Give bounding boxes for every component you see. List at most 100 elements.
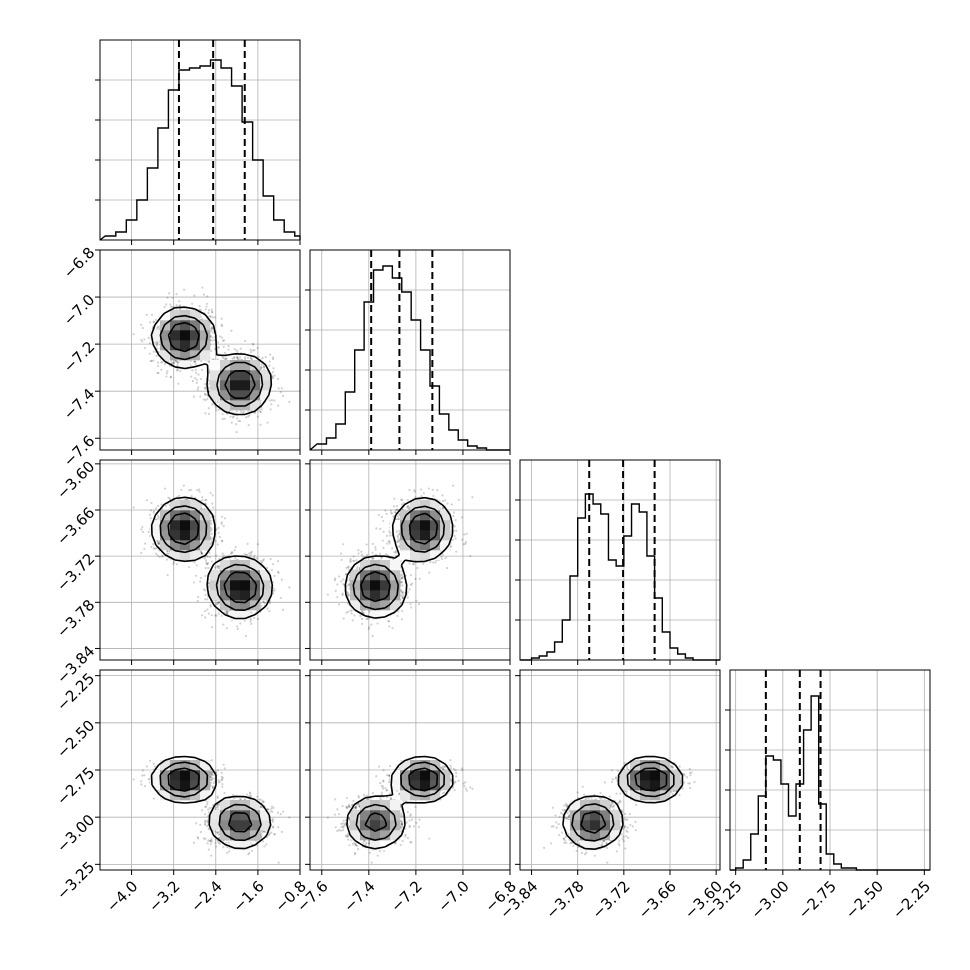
sample-point <box>176 368 180 371</box>
sample-point <box>227 609 230 613</box>
sample-point <box>253 616 256 619</box>
sample-point <box>195 381 198 384</box>
sample-point <box>259 559 263 562</box>
sample-point <box>249 551 253 554</box>
sample-point <box>210 532 214 536</box>
sample-point <box>246 542 249 545</box>
sample-point <box>207 412 211 415</box>
sample-point <box>166 552 169 555</box>
sample-point <box>196 599 199 603</box>
density-cell <box>260 390 271 401</box>
sample-point <box>157 364 160 368</box>
sample-point <box>216 543 219 546</box>
sample-point <box>149 509 153 512</box>
sample-point <box>202 293 206 296</box>
sample-point <box>235 423 238 426</box>
sample-point <box>203 507 206 511</box>
panel-frame <box>99 249 301 451</box>
sample-point <box>193 360 197 363</box>
sample-point <box>190 495 193 498</box>
sample-point <box>210 560 214 563</box>
density-cell <box>260 380 271 391</box>
histogram-3 <box>520 460 720 661</box>
sample-point <box>277 404 280 407</box>
sample-point <box>279 390 282 394</box>
density-cell <box>190 330 201 341</box>
sample-point <box>199 506 203 509</box>
sample-point <box>256 415 259 418</box>
sample-point <box>272 367 275 370</box>
sample-point <box>170 359 173 362</box>
sample-point <box>227 344 230 348</box>
sample-point <box>262 601 265 604</box>
sample-point <box>163 363 167 366</box>
sample-point <box>182 484 185 487</box>
sample-point <box>266 607 269 610</box>
density-cell <box>250 360 261 371</box>
sample-point <box>209 605 212 608</box>
density-cells <box>150 310 271 411</box>
sample-point <box>156 540 159 543</box>
sample-point <box>231 357 234 360</box>
sample-point <box>204 574 207 578</box>
sample-point <box>210 349 213 353</box>
sample-point <box>149 517 152 520</box>
sample-point <box>177 382 180 385</box>
sample-point <box>268 360 271 363</box>
sample-point <box>207 612 210 615</box>
sample-point <box>272 356 275 359</box>
sample-point <box>257 355 260 359</box>
sample-point <box>177 494 181 497</box>
sample-point <box>166 574 169 577</box>
density-cell <box>180 330 191 341</box>
sample-point <box>205 305 208 308</box>
sample-point <box>271 377 275 380</box>
panel-ticks <box>95 79 301 245</box>
sample-point <box>154 318 158 321</box>
sample-point <box>210 626 214 629</box>
sample-point <box>217 531 220 535</box>
sample-point <box>199 550 203 553</box>
sample-point <box>176 361 180 364</box>
sample-point <box>262 558 265 561</box>
sample-point <box>199 580 202 583</box>
sample-point <box>220 515 224 518</box>
sample-point <box>203 557 206 560</box>
sample-point <box>204 387 207 390</box>
sample-point <box>152 359 155 362</box>
density-cell <box>240 360 251 371</box>
sample-point <box>204 398 207 402</box>
sample-point <box>191 379 194 383</box>
sample-point <box>244 416 248 419</box>
sample-point <box>260 366 263 369</box>
sample-point <box>262 600 265 603</box>
sample-point <box>214 540 217 543</box>
sample-point <box>280 578 283 581</box>
sample-point <box>262 366 265 369</box>
sample-point <box>213 338 216 342</box>
sample-point <box>200 507 203 510</box>
sample-point <box>202 588 205 591</box>
sample-point <box>204 559 208 562</box>
sample-point <box>263 365 266 368</box>
sample-point <box>196 388 199 391</box>
sample-point <box>141 340 144 343</box>
sample-point <box>195 378 199 381</box>
sample-point <box>244 634 247 638</box>
sample-point <box>141 530 145 534</box>
density-cell <box>180 350 191 361</box>
sample-point <box>210 329 213 333</box>
sample-point <box>215 614 218 617</box>
sample-point <box>216 602 219 605</box>
sample-point <box>253 349 256 352</box>
sample-point <box>272 587 275 590</box>
sample-point <box>175 304 178 307</box>
sample-point <box>273 399 276 402</box>
sample-point <box>244 356 247 359</box>
sample-point <box>269 557 272 561</box>
sample-point <box>217 345 220 349</box>
density-cell <box>210 370 221 381</box>
sample-point <box>207 309 211 312</box>
sample-point <box>167 496 170 499</box>
sample-point <box>261 356 264 359</box>
